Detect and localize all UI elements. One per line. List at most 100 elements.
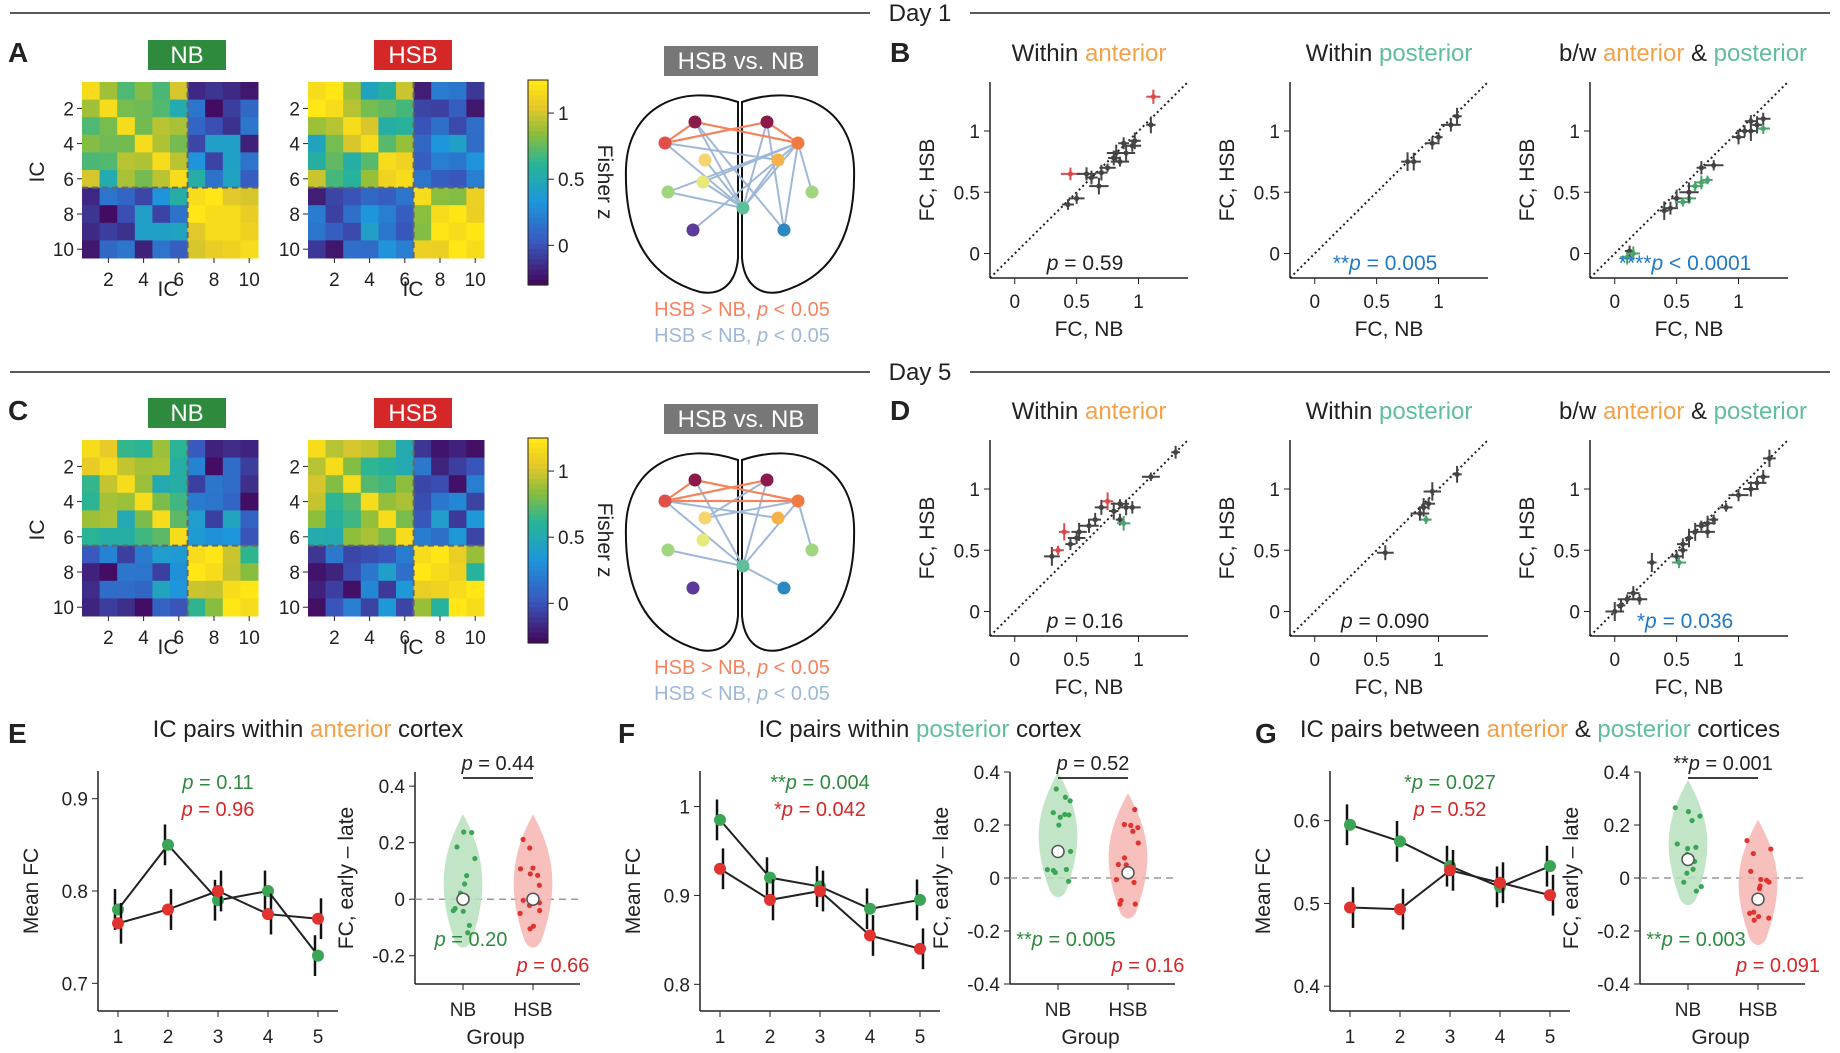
day5-between-point [1680,547,1686,553]
day5-anterior-pvalue: p = 0.16 [1046,610,1124,633]
day1-nb-heatmap-cell [152,82,171,101]
day1-hsb-heatmap-cell [308,222,327,241]
day1-between-point [1760,116,1766,122]
day5-between-scatter-title: b/w anterior & posterior [1559,398,1807,425]
day5-nb-heatmap-cell [170,580,189,599]
day5-hsb-heatmap-cell [343,545,362,564]
day1-nb-heatmap-cell [152,99,171,118]
day5-nb-heatmap-cell [240,528,259,547]
day1-colorbar-seg [528,162,548,168]
day5-hsb-heatmap-cell [360,545,379,564]
day1-nb-heatmap-cell [240,205,259,224]
day5-nb-heatmap-cell [187,475,206,494]
panel-g-violin-ytick: 0.4 [1604,763,1631,784]
day5-hsb-heatmap-ytick: 10 [279,598,300,619]
day1-hsb-heatmap-cell [360,134,379,153]
day5-ic-node [760,473,774,487]
day5-ic-node [696,533,710,547]
day1-posterior-point [1429,140,1435,146]
day5-nb-heatmap-cell [205,528,224,547]
day5-ic-node [791,494,805,508]
day5-hsb-heatmap-cell [325,580,344,599]
day5-posterior-ytick: 0 [1269,603,1280,624]
day1-hsb-heatmap-cell [378,187,397,206]
day5-anterior-point [1111,508,1117,514]
day5-ic-node [805,543,819,557]
day5-nb-heatmap-xtick: 6 [174,628,185,649]
day5-hsb-heatmap [308,440,485,617]
day1-legend-positive: HSB > NB, p < 0.05 [654,299,830,321]
day1-hsb-heatmap-ytick: 4 [289,135,300,156]
day5-posterior-point [1426,501,1432,507]
panel-e-violin-median-nb [456,892,470,906]
day1-colorbar-ticklabel: 1 [558,104,569,125]
day5-nb-heatmap-cell [117,545,136,564]
day1-nb-heatmap-cell [134,240,153,259]
day5-posterior-point [1417,510,1423,517]
panel-g-line-xtick: 5 [1545,1027,1556,1048]
day5-nb-heatmap-cell [82,492,101,511]
day5-hsb-heatmap-cell [466,545,485,564]
day1-nb-heatmap-cell [152,222,171,241]
day5-anterior-ytick: 1 [969,480,980,501]
day1-anterior-point [1121,140,1127,146]
day1-colorbar-ticklabel: 0.5 [558,170,584,191]
day1-posterior-pvalue: **p = 0.005 [1333,252,1438,275]
day1-hsb-heatmap-cell [325,117,344,136]
day5-hsb-heatmap-cell [466,457,485,476]
day5-ic-node [661,543,675,557]
day5-hsb-heatmap-cell [378,545,397,564]
day5-hsb-heatmap-cell [325,440,344,459]
day5-edge-positive [694,478,799,503]
day1-hsb-heatmap [308,82,485,259]
panel-g-violin-p-nb: **p = 0.003 [1646,929,1746,951]
day5-nb-heatmap-cell [222,492,241,511]
day5-nb-heatmap-cell [117,580,136,599]
day5-hsb-heatmap-cell [396,457,415,476]
day1-nb-heatmap-cell [152,240,171,259]
day1-anterior-point [1113,150,1119,156]
day5-nb-heatmap-cell [240,563,259,582]
day1-hsb-heatmap-cell [448,170,467,189]
day1-hsb-heatmap-cell [308,117,327,136]
day5-ic-node [771,511,785,525]
panel-e-violin-dot-nb [464,873,470,879]
panel-f-violin-dot-hsb [1128,822,1134,828]
panel-g-line-line-nb [1349,823,1551,888]
day5-hsb-xlabel: IC [403,636,424,659]
day1-hsb-heatmap-cell [466,170,485,189]
day5-hsb-heatmap-cell [448,545,467,564]
day5-between-xtick: 0.5 [1663,650,1689,671]
day1-nb-heatmap-ytick: 2 [63,99,74,120]
day1-ic-node [658,136,672,150]
day5-nb-heatmap-cell [99,492,118,511]
day1-colorbar-seg [528,213,548,219]
day1-hsb-heatmap-xtick: 8 [435,270,446,291]
day5-nb-heatmap-cell [82,528,101,547]
panel-f-violin-ytick: 0.2 [974,816,1000,837]
day1-colorbar-seg [528,156,548,163]
panel-f-violin-dot-hsb [1115,861,1121,868]
day5-between-xtick: 0 [1609,650,1620,671]
panel-g-violin-dot-hsb [1766,915,1772,921]
day1-nb-heatmap-cell [170,187,189,206]
day1-between-point [1704,177,1711,183]
day1-between-point [1698,179,1704,186]
day5-hsb-heatmap-cell [413,528,432,547]
day5-hsb-heatmap-cell [343,528,362,547]
day1-nb-heatmap-cell [222,82,241,101]
panel-e-line-point-hsb [262,908,274,921]
panel-e-violin-dot-nb [465,930,471,936]
panel-e-line-p-nb: p = 0.11 [181,772,253,794]
day5-between-point [1704,529,1711,535]
day5-nb-heatmap-cell [205,598,224,617]
day5-nb-xlabel: IC [158,636,179,659]
panel-e-line-point-nb [312,949,324,962]
day1-between-ytick: 0.5 [1554,183,1580,204]
day1-hsb-heatmap-ytick: 2 [289,99,300,120]
day1-hsb-heatmap-cell [360,82,379,101]
day5-nb-heatmap-cell [82,457,101,476]
panel-f-violin-dot-hsb [1132,806,1138,813]
day1-ic-node [805,185,819,199]
day1-hsb-heatmap-cell [308,205,327,224]
